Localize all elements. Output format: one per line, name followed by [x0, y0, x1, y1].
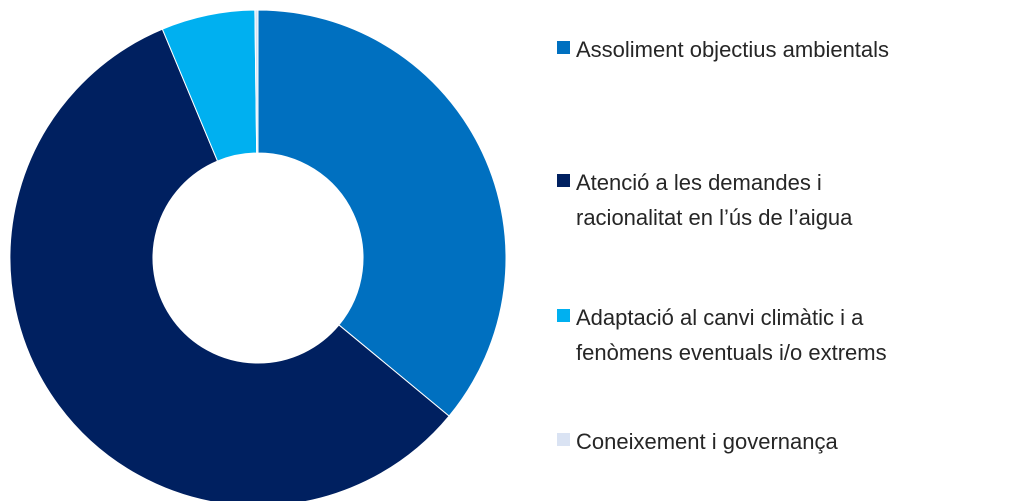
legend-label: Adaptació al canvi climàtic i a fenòmens…	[576, 305, 887, 365]
legend-swatch	[557, 309, 570, 322]
donut-segment	[9, 28, 450, 501]
legend-item: Coneixement i governança	[557, 424, 838, 459]
donut-chart	[9, 9, 507, 501]
legend-swatch	[557, 41, 570, 54]
legend-item: Adaptació al canvi climàtic i a fenòmens…	[557, 300, 887, 370]
legend-item: Atenció a les demandes i racionalitat en…	[557, 165, 852, 235]
legend-label: Assoliment objectius ambientals	[576, 37, 890, 62]
legend-swatch	[557, 174, 570, 187]
legend-label: Coneixement i governança	[576, 429, 838, 454]
legend-item: Assoliment objectius ambientals	[557, 32, 889, 67]
legend-swatch	[557, 433, 570, 446]
donut-segment	[257, 9, 507, 417]
legend: Assoliment objectius ambientals Atenció a…	[557, 0, 1026, 501]
donut-segment	[254, 9, 259, 154]
legend-label: Atenció a les demandes i racionalitat en…	[576, 170, 853, 230]
